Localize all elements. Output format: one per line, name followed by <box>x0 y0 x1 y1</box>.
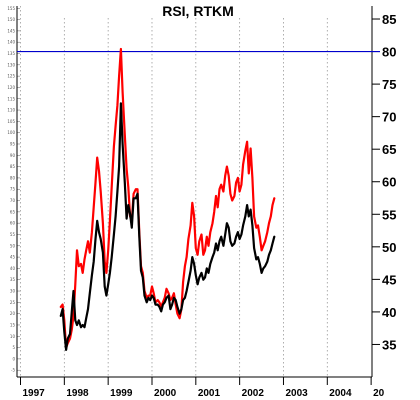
series-line-red <box>59 47 276 349</box>
right-tick-label-40: 40 <box>382 305 396 320</box>
left-tick-label-90: 90 <box>10 153 16 158</box>
grid-lines <box>20 6 328 377</box>
left-tick-label-50: 50 <box>10 243 16 248</box>
x-tick-label-1999: 1999 <box>110 388 133 399</box>
x-tick-label-2001: 2001 <box>198 388 221 399</box>
left-tick-label-110: 110 <box>7 108 15 113</box>
right-tick-label-50: 50 <box>382 240 396 255</box>
series-line-black <box>59 102 276 351</box>
right-axis: 35 40 45 50 55 60 65 70 75 80 85 <box>372 12 396 352</box>
right-tick-label-75: 75 <box>382 77 396 92</box>
right-tick-label-70: 70 <box>382 110 396 125</box>
x-tick-label-2000: 2000 <box>154 388 177 399</box>
left-tick-label-40: 40 <box>10 266 16 271</box>
x-tick-label-2002: 2002 <box>242 388 265 399</box>
right-tick-label-65: 65 <box>382 142 396 157</box>
left-tick-label-115: 115 <box>7 96 15 101</box>
left-tick-label-80: 80 <box>10 175 16 180</box>
right-tick-label-45: 45 <box>382 272 396 287</box>
left-tick-label-85: 85 <box>10 164 16 169</box>
left-tick-label-30: 30 <box>10 289 16 294</box>
left-tick-label-45: 45 <box>10 255 16 260</box>
right-tick-label-55: 55 <box>382 207 396 222</box>
left-tick-label-70: 70 <box>10 198 16 203</box>
left-tick-label-150: 150 <box>7 17 15 22</box>
x-tick-label-20: 20 <box>373 388 385 399</box>
series-layer <box>59 47 276 351</box>
left-tick-label--5: -5 <box>11 368 15 373</box>
left-tick-label-125: 125 <box>7 74 15 79</box>
left-tick-label-95: 95 <box>10 141 16 146</box>
chart-title: RSI, RTKM <box>162 3 234 19</box>
left-tick-label-130: 130 <box>7 62 15 67</box>
x-axis: 1997 1998 1999 2000 2001 2002 2003 2004 20 <box>20 377 385 399</box>
left-tick-label-65: 65 <box>10 209 16 214</box>
left-tick-label-100: 100 <box>7 130 15 135</box>
right-tick-label-85: 85 <box>382 12 396 27</box>
x-tick-label-2003: 2003 <box>285 388 308 399</box>
left-tick-label-155: 155 <box>7 6 15 11</box>
left-tick-label-135: 135 <box>7 51 15 56</box>
x-tick-label-1998: 1998 <box>66 388 89 399</box>
x-tick-label-2004: 2004 <box>329 388 352 399</box>
left-tick-label-35: 35 <box>10 277 16 282</box>
x-tick-label-1997: 1997 <box>23 388 46 399</box>
right-tick-label-35: 35 <box>382 337 396 352</box>
left-tick-label-140: 140 <box>7 40 15 45</box>
left-tick-label-0: 0 <box>12 356 15 361</box>
left-tick-label-15: 15 <box>10 322 16 327</box>
left-tick-label-105: 105 <box>7 119 15 124</box>
left-axis: -5 0 5 10 15 20 25 30 35 40 45 50 55 60 65 70 75 80 85 90 95… <box>7 6 20 373</box>
left-tick-label-120: 120 <box>7 85 15 90</box>
left-tick-label-55: 55 <box>10 232 16 237</box>
left-tick-label-10: 10 <box>10 334 16 339</box>
right-tick-label-80: 80 <box>382 45 396 60</box>
left-tick-label-145: 145 <box>7 28 15 33</box>
left-tick-label-75: 75 <box>10 187 16 192</box>
left-tick-label-5: 5 <box>12 345 15 350</box>
left-tick-label-25: 25 <box>10 300 16 305</box>
left-tick-label-60: 60 <box>10 221 16 226</box>
right-tick-label-60: 60 <box>382 175 396 190</box>
left-tick-label-20: 20 <box>10 311 16 316</box>
